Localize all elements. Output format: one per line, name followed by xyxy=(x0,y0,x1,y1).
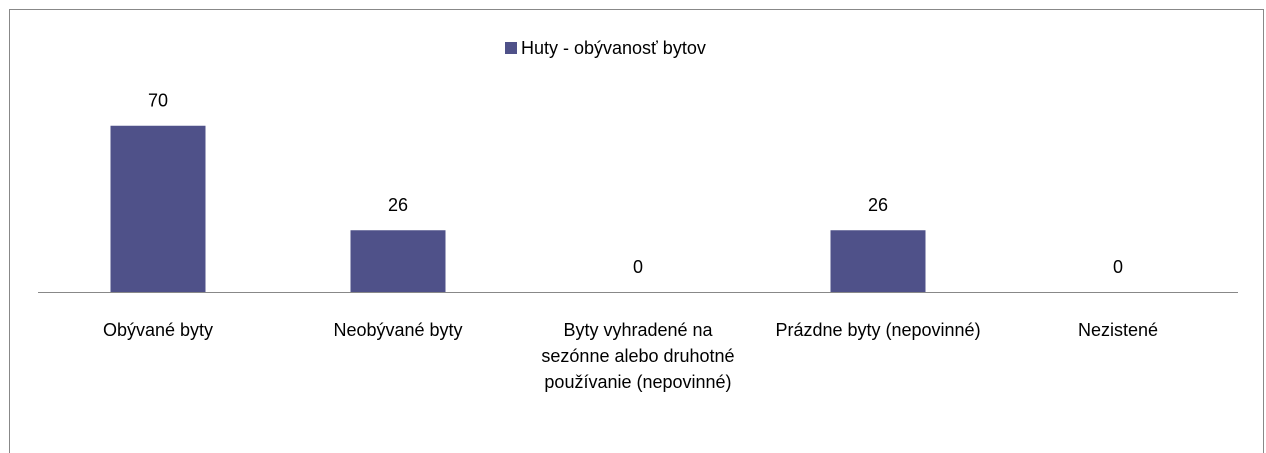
x-tick-label: Prázdne byty (nepovinné) xyxy=(775,320,981,340)
data-label: 26 xyxy=(388,195,408,215)
data-label: 0 xyxy=(1113,257,1123,277)
bar xyxy=(110,125,206,292)
x-tick-label: Neobývané byty xyxy=(333,320,463,340)
legend-swatch xyxy=(505,42,517,54)
legend-label: Huty - obývanosť bytov xyxy=(521,38,706,58)
x-tick-label: Obývané byty xyxy=(102,320,214,340)
chart-frame xyxy=(9,9,1264,453)
x-tick-label: Byty vyhradené na sezónne alebo druhotné… xyxy=(541,320,735,392)
x-tick-label: Nezistené xyxy=(1077,320,1159,340)
bar xyxy=(350,230,446,292)
data-label: 70 xyxy=(148,91,168,111)
data-label: 26 xyxy=(868,195,888,215)
bar xyxy=(830,230,926,292)
data-label: 0 xyxy=(633,257,643,277)
